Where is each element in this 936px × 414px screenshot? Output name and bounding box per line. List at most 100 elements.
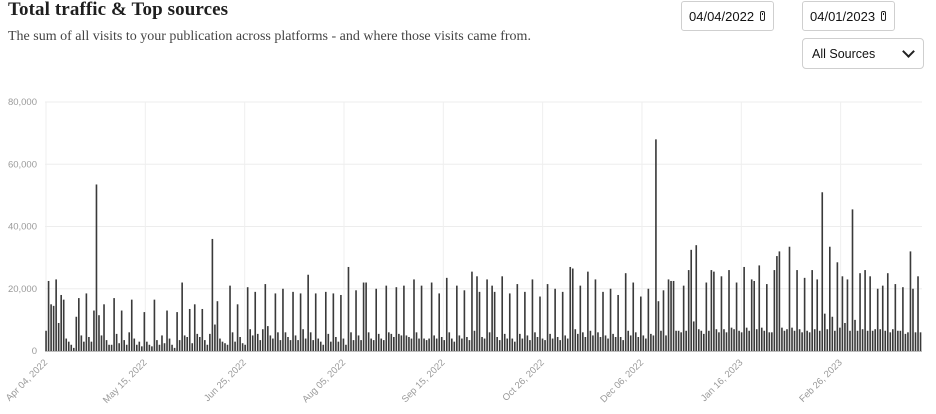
bar[interactable] — [428, 338, 430, 351]
bar[interactable] — [776, 256, 778, 351]
bar[interactable] — [524, 291, 526, 351]
bar[interactable] — [758, 265, 761, 351]
bar[interactable] — [420, 285, 423, 351]
bar[interactable] — [335, 336, 337, 351]
bar[interactable] — [466, 336, 468, 351]
bar[interactable] — [781, 327, 783, 351]
bar[interactable] — [231, 332, 234, 351]
bar[interactable] — [703, 333, 705, 351]
bar[interactable] — [829, 246, 831, 351]
bar[interactable] — [120, 310, 123, 351]
bar[interactable] — [844, 322, 846, 351]
bar[interactable] — [62, 299, 65, 351]
bar[interactable] — [110, 344, 113, 351]
bar[interactable] — [791, 327, 793, 351]
bar[interactable] — [372, 340, 375, 351]
bar[interactable] — [680, 332, 682, 351]
bar[interactable] — [287, 336, 289, 351]
bar[interactable] — [239, 336, 241, 351]
bar[interactable] — [269, 335, 272, 351]
bar[interactable] — [380, 338, 383, 351]
bar[interactable] — [796, 270, 798, 351]
bar[interactable] — [735, 282, 738, 351]
bar[interactable] — [400, 335, 403, 351]
bar[interactable] — [463, 290, 466, 351]
bar[interactable] — [456, 285, 458, 351]
bar[interactable] — [332, 293, 335, 351]
bar[interactable] — [584, 336, 587, 351]
bar[interactable] — [599, 336, 602, 351]
bar[interactable] — [536, 336, 539, 351]
bar[interactable] — [592, 335, 594, 351]
bar[interactable] — [191, 343, 194, 351]
bar[interactable] — [156, 340, 158, 351]
bar[interactable] — [461, 338, 463, 351]
bar[interactable] — [362, 282, 365, 351]
bar[interactable] — [818, 330, 821, 351]
bar[interactable] — [302, 329, 304, 351]
bar[interactable] — [98, 315, 100, 351]
bar[interactable] — [725, 332, 728, 351]
bar[interactable] — [264, 284, 267, 351]
bar[interactable] — [546, 284, 549, 351]
bar[interactable] — [503, 333, 506, 351]
bar[interactable] — [909, 251, 912, 351]
bar[interactable] — [740, 332, 743, 351]
bar[interactable] — [319, 341, 322, 351]
bar[interactable] — [450, 338, 453, 351]
bar[interactable] — [148, 344, 151, 351]
bar[interactable] — [251, 335, 254, 351]
bar[interactable] — [153, 299, 156, 351]
bar[interactable] — [841, 276, 844, 351]
bar[interactable] — [619, 336, 622, 351]
bar[interactable] — [166, 310, 168, 351]
bar[interactable] — [823, 313, 826, 351]
bar[interactable] — [256, 333, 259, 351]
bar[interactable] — [541, 338, 544, 351]
bar[interactable] — [529, 340, 531, 351]
bar[interactable] — [272, 338, 274, 351]
bar[interactable] — [576, 333, 579, 351]
bar[interactable] — [211, 238, 214, 351]
bar[interactable] — [768, 332, 771, 351]
bar[interactable] — [377, 333, 380, 351]
bar[interactable] — [861, 329, 864, 351]
bar[interactable] — [282, 288, 284, 351]
bar[interactable] — [692, 321, 695, 351]
bar[interactable] — [670, 280, 672, 351]
bar[interactable] — [70, 344, 73, 351]
bar[interactable] — [846, 279, 849, 351]
bar[interactable] — [123, 340, 125, 351]
bar[interactable] — [549, 333, 551, 351]
bar[interactable] — [642, 335, 645, 351]
bar[interactable] — [874, 329, 876, 351]
bar[interactable] — [713, 271, 715, 351]
bar[interactable] — [511, 338, 514, 351]
bar[interactable] — [602, 291, 604, 351]
bar[interactable] — [917, 276, 919, 351]
bar[interactable] — [483, 338, 486, 351]
bar[interactable] — [617, 294, 619, 351]
bar[interactable] — [854, 319, 856, 351]
bar[interactable] — [297, 340, 299, 351]
bar[interactable] — [685, 330, 687, 351]
bar[interactable] — [188, 308, 191, 351]
bar[interactable] — [728, 270, 730, 351]
bar[interactable] — [254, 291, 257, 351]
bar[interactable] — [657, 301, 660, 351]
bar[interactable] — [284, 332, 287, 351]
bar[interactable] — [493, 291, 496, 351]
bar[interactable] — [173, 347, 176, 351]
bar[interactable] — [907, 332, 909, 351]
bar[interactable] — [587, 271, 589, 351]
bar[interactable] — [340, 294, 342, 351]
bar[interactable] — [508, 293, 511, 351]
bar[interactable] — [357, 335, 360, 351]
bar[interactable] — [594, 279, 597, 351]
bar[interactable] — [491, 285, 493, 351]
bar[interactable] — [745, 327, 748, 351]
bar[interactable] — [274, 293, 277, 351]
bar[interactable] — [856, 330, 859, 351]
bar[interactable] — [72, 347, 75, 351]
bar[interactable] — [476, 276, 478, 351]
